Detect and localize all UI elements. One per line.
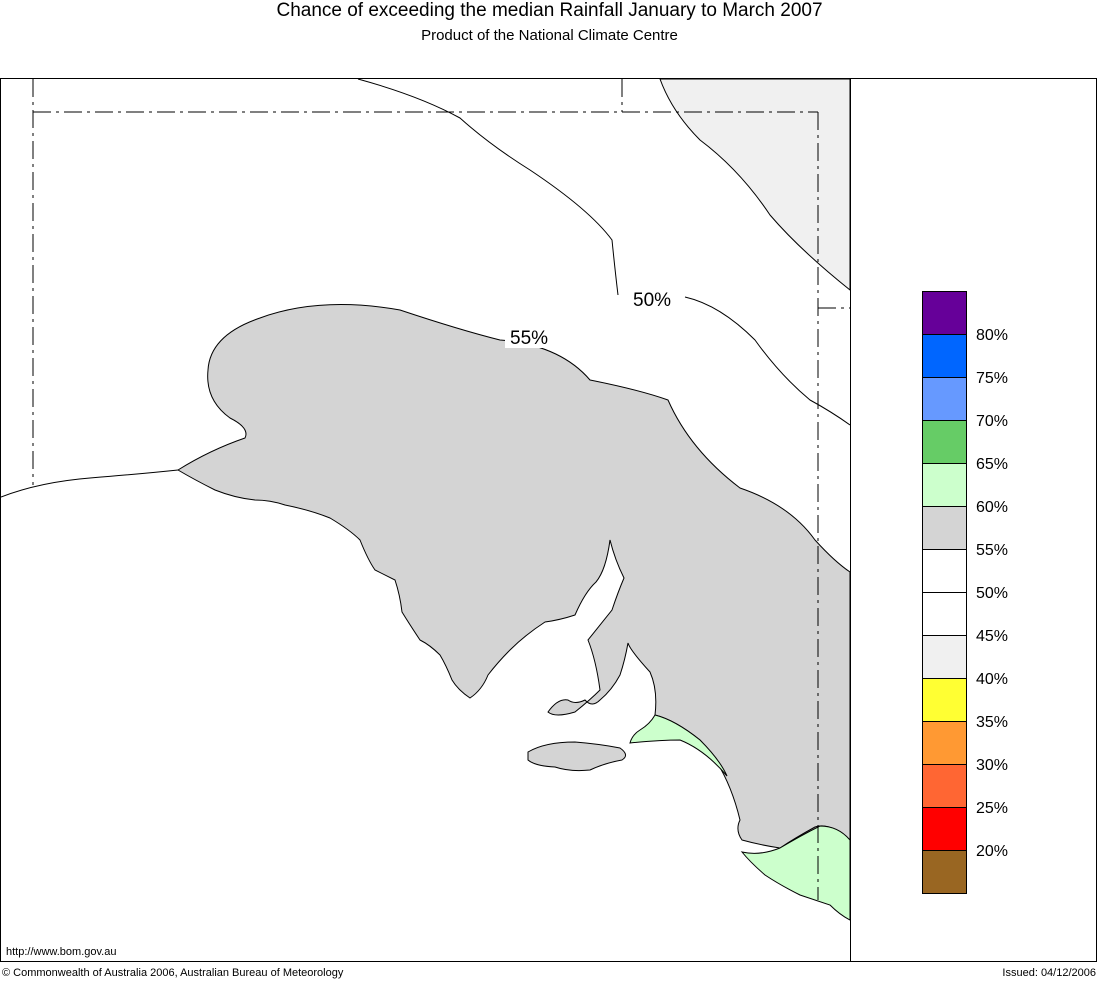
legend-swatch (922, 721, 967, 764)
legend-label: 70% (976, 413, 1009, 430)
legend-label: 60% (976, 499, 1009, 516)
contour-50-percent-east (684, 296, 850, 426)
legend-label: 40% (976, 671, 1009, 688)
legend-swatch (922, 291, 967, 334)
legend-label: 25% (976, 800, 1009, 817)
legend-label: 50% (976, 585, 1009, 602)
legend-swatch (922, 420, 967, 463)
legend-swatch (922, 463, 967, 506)
legend-swatch (922, 764, 967, 807)
copyright-notice: © Commonwealth of Australia 2006, Austra… (2, 967, 344, 979)
legend-label: 45% (976, 628, 1009, 645)
source-url: http://www.bom.gov.au (6, 946, 117, 958)
legend-swatch (922, 678, 967, 721)
legend-label: 30% (976, 757, 1009, 774)
legend-label: 55% (976, 542, 1009, 559)
coastline (1, 469, 179, 498)
contour-label-55: 55% (510, 328, 548, 349)
legend-swatch (922, 549, 967, 592)
legend-label: 75% (976, 370, 1009, 387)
legend-label: 35% (976, 714, 1009, 731)
contour-label-50: 50% (633, 290, 671, 311)
map-title: Chance of exceeding the median Rainfall … (276, 0, 823, 21)
legend-swatch (922, 334, 967, 377)
map-subtitle: Product of the National Climate Centre (421, 27, 678, 44)
color-legend (922, 291, 967, 894)
map-frame (0, 78, 1097, 962)
region-45-percent (659, 79, 850, 291)
legend-swatch (922, 807, 967, 850)
region-60-percent-coorong (629, 714, 728, 777)
issue-date: Issued: 04/12/2006 (1002, 967, 1096, 979)
legend-label: 65% (976, 456, 1009, 473)
region-60-percent-southeast (740, 825, 850, 921)
legend-swatch (922, 377, 967, 420)
kangaroo-island (527, 741, 626, 772)
legend-divider (850, 78, 851, 962)
legend-swatch (922, 850, 967, 894)
legend-swatch (922, 635, 967, 678)
region-55-percent-mainland (177, 304, 850, 849)
legend-label: 80% (976, 327, 1009, 344)
contour-50-percent (357, 79, 619, 296)
legend-swatch (922, 506, 967, 549)
legend-label: 20% (976, 843, 1009, 860)
legend-swatch (922, 592, 967, 635)
